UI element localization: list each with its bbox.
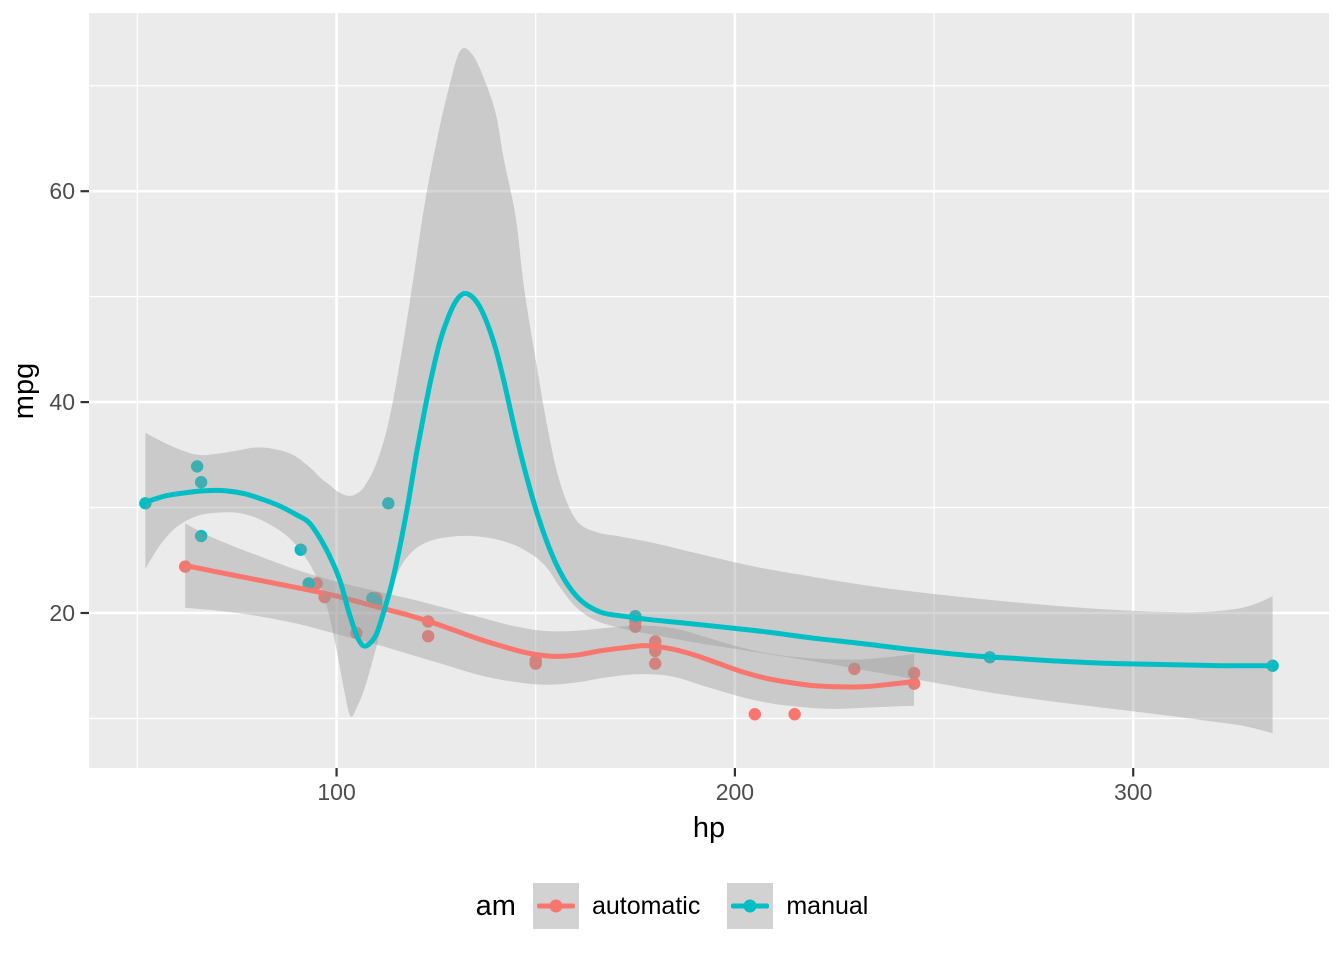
y-tick-label: 20 <box>49 600 75 626</box>
data-point-manual <box>194 476 208 489</box>
x-tick-label: 300 <box>1114 779 1152 805</box>
axis-tick-labels: 100 200 300 20 40 60 <box>49 178 1152 805</box>
gridlines-major <box>89 13 1329 768</box>
y-axis-title: mpg <box>8 363 40 419</box>
data-point-automatic <box>529 657 542 670</box>
legend-item-manual: manual <box>727 883 868 929</box>
axis-tick-marks <box>80 190 1135 777</box>
x-tick-label: 100 <box>317 779 355 805</box>
data-point-automatic <box>421 629 435 643</box>
data-point-automatic <box>907 666 921 680</box>
legend-label-manual: manual <box>786 891 869 920</box>
confidence-ribbon-manual <box>145 48 1273 734</box>
legend-title: am <box>475 889 516 922</box>
point-swatch <box>743 899 757 913</box>
data-point-automatic <box>848 662 861 676</box>
legend-key-manual <box>727 883 774 929</box>
legend: am automatic manual <box>0 883 1344 929</box>
y-tick-label: 40 <box>49 389 75 415</box>
data-point-automatic <box>649 657 662 670</box>
plot: 100 200 300 20 40 60 hp mpg <box>8 13 1329 844</box>
point-swatch <box>549 899 563 913</box>
x-tick-label: 200 <box>716 779 754 805</box>
gridlines-minor <box>89 13 1329 768</box>
plot-panel <box>89 13 1329 768</box>
confidence-ribbon-automatic <box>185 523 915 709</box>
data-point-automatic <box>748 708 762 721</box>
y-tick-label: 60 <box>49 178 75 204</box>
smooth-layer <box>142 48 1276 734</box>
data-point-manual <box>194 529 208 543</box>
smooth-line-automatic <box>182 563 917 690</box>
data-point-manual <box>366 592 379 605</box>
data-point-manual <box>302 577 315 590</box>
smooth-line-manual <box>142 290 1276 669</box>
data-point-manual <box>190 460 204 473</box>
legend-label-automatic: automatic <box>591 891 701 920</box>
legend-item-automatic: automatic <box>532 883 701 929</box>
data-point-manual <box>382 497 395 510</box>
data-point-manual <box>294 543 307 556</box>
data-point-automatic <box>788 708 801 721</box>
x-axis-title: hp <box>693 812 725 844</box>
legend-key-automatic <box>532 883 579 929</box>
